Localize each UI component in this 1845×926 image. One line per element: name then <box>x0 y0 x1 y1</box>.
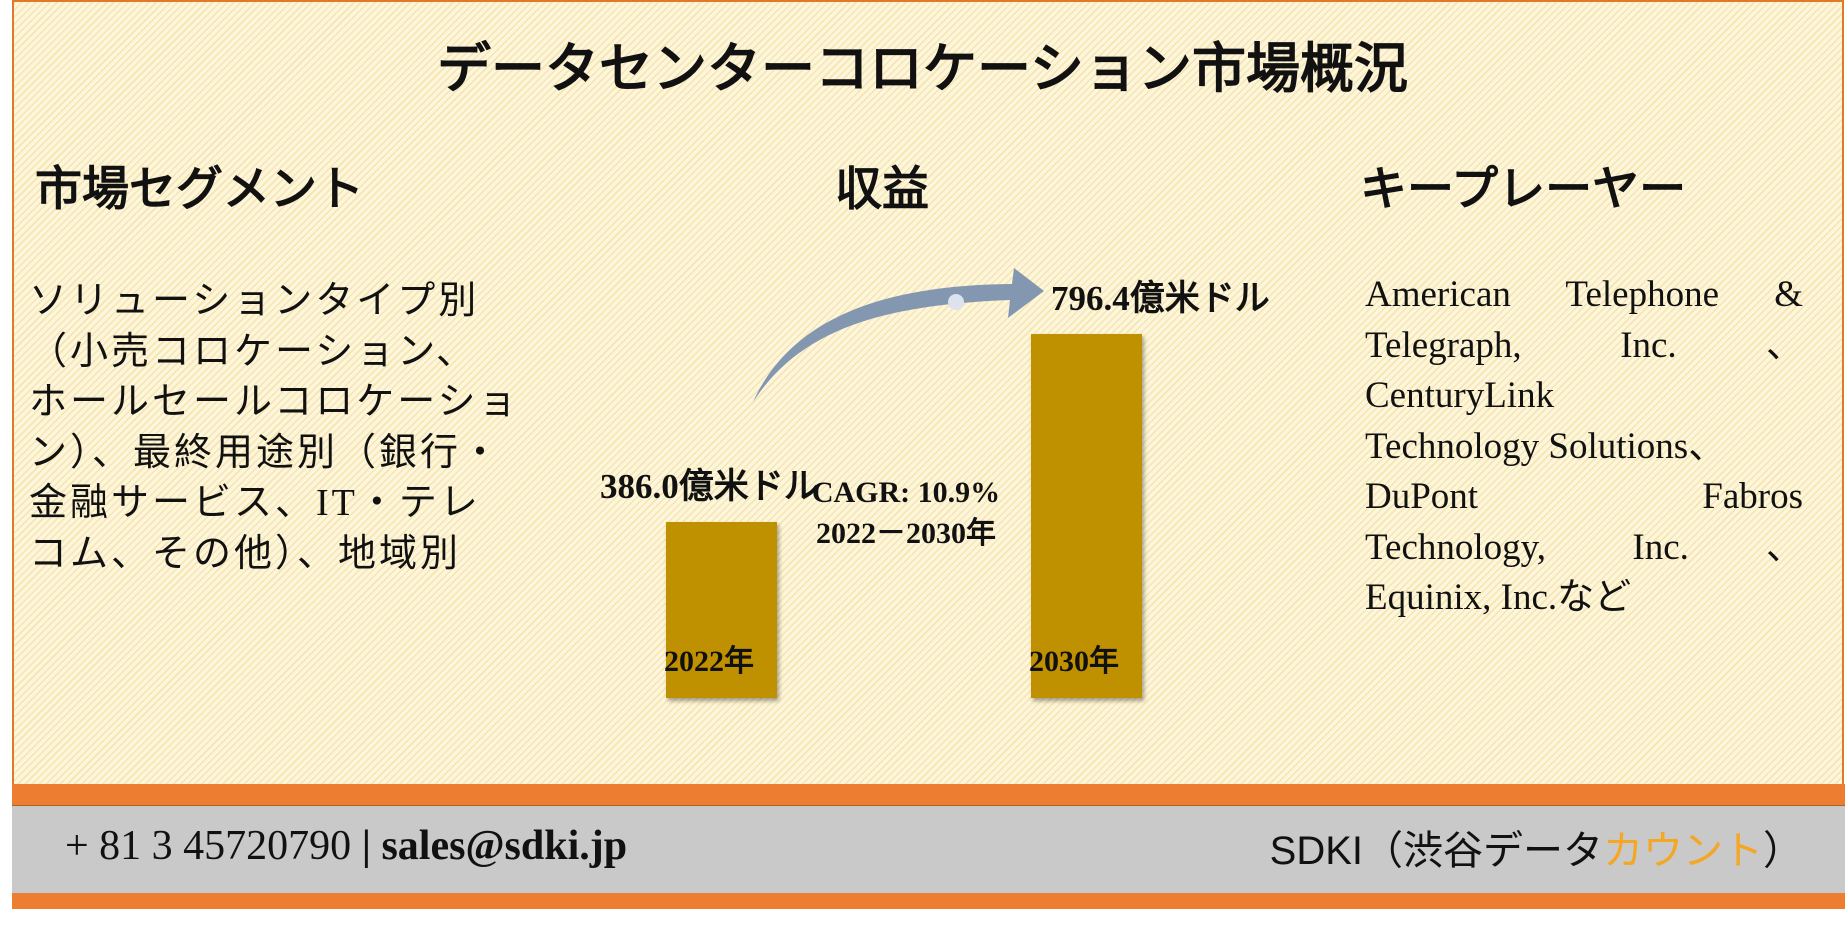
player-line: American Telephone & <box>1365 274 1803 315</box>
players-list: American Telephone & Telegraph, Inc.、 Cent… <box>1365 270 1803 624</box>
email-link[interactable]: sales@sdki.jp <box>381 823 628 869</box>
bar-value-label: 796.4億米ドル <box>1051 279 1270 318</box>
separator: | <box>361 823 371 869</box>
brand-close: ） <box>1763 829 1803 873</box>
segments-heading: 市場セグメント <box>35 164 364 216</box>
segment-line: ホールセールコロケーショ <box>29 381 520 423</box>
player-line: DuPont Fabros <box>1365 476 1803 517</box>
contact-info: + 81 3 45720790 | sales@sdki.jp <box>65 822 627 870</box>
cagr-value: CAGR: 10.9% <box>811 476 1001 509</box>
cagr-annotation: CAGR: 10.9% 2022－2030年 <box>790 472 1022 554</box>
page-title: データセンターコロケーション市場概況 <box>437 39 1408 99</box>
bar-2022年 <box>666 521 777 698</box>
segment-line: （小売コロケーション、 <box>29 330 477 373</box>
bar-value-label: 386.0億米ドル <box>600 466 819 506</box>
bar-category-label: 2030年 <box>1029 645 1119 678</box>
bar-category-label: 2022年 <box>664 645 754 678</box>
brand-name: SDKI（渋谷データカウント） <box>1270 818 1803 876</box>
segment-line: コム、その他）、地域別 <box>29 532 462 575</box>
phone-number[interactable]: + 81 3 45720790 <box>65 823 352 869</box>
players-heading: キープレーヤー <box>1360 164 1687 216</box>
player-line: Telegraph, Inc.、 <box>1365 324 1803 366</box>
bar-2030年 <box>1031 334 1142 698</box>
player-line: Equinix, Inc.など <box>1365 577 1632 618</box>
player-line: Technology Solutions、 <box>1365 425 1726 467</box>
footer-bar <box>12 805 1845 894</box>
brand-main: SDKI（渋谷データ <box>1269 829 1603 873</box>
segment-line: ン）、最終用途別（銀行・ <box>29 431 503 474</box>
overview-panel <box>12 0 1844 786</box>
segment-line: 金融サービス、IT・テレ <box>29 482 481 524</box>
segment-line: ソリューションタイプ別 <box>29 280 480 322</box>
player-line: Technology, Inc.、 <box>1365 526 1803 568</box>
footer-top-band <box>12 784 1845 805</box>
brand-accent: カウント <box>1603 829 1763 873</box>
segments-text: ソリューションタイプ別 （小売コロケーション、 ホールセールコロケーショ ン）、… <box>29 276 529 579</box>
cagr-period: 2022－2030年 <box>816 517 996 550</box>
footer-bottom-band <box>12 893 1845 909</box>
player-line: CenturyLink <box>1365 375 1555 416</box>
revenue-heading: 収益 <box>835 164 929 216</box>
